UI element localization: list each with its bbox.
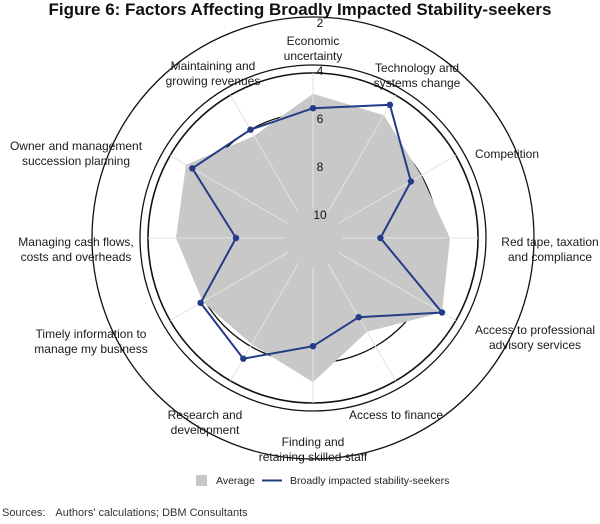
category-label-line: Competition [475, 147, 539, 161]
tick-label: 6 [317, 112, 324, 126]
category-label-line: uncertainty [284, 49, 343, 63]
legend-average-swatch [196, 475, 207, 486]
category-label: Research and development [168, 408, 243, 437]
category-label: Technology and systems change [374, 61, 461, 90]
series-marker [386, 101, 394, 109]
category-label-line: Maintaining and [171, 59, 256, 73]
category-label-line: Finding and [282, 435, 345, 449]
category-label-line: Research and [168, 408, 243, 422]
category-label: Access to professional advisory services [475, 323, 595, 352]
average-area-layer [176, 93, 450, 383]
series-marker [377, 234, 384, 242]
sources-note: Sources: Authors' calculations; DBM Consu… [2, 507, 248, 519]
series-marker [438, 309, 446, 316]
category-label: Access to finance [349, 408, 443, 422]
chart-title: Figure 6: Factors Affecting Broadly Impa… [48, 0, 552, 19]
tick-label: 4 [317, 64, 324, 78]
category-label-line: growing revenues [166, 74, 261, 88]
category-label-line: costs and overheads [21, 250, 132, 264]
category-label-line: Managing cash flows, [18, 235, 133, 249]
category-labels: Economic uncertainty Technology and systems… [10, 34, 599, 464]
category-label-line: Owner and management [10, 139, 143, 153]
legend-average-label: Average [216, 475, 255, 487]
grid-spoke [169, 252, 289, 321]
category-label: Timely information to manage my business [34, 327, 147, 356]
series-marker [309, 343, 317, 350]
category-label: Owner and management succession planning [10, 139, 143, 168]
grid-ring [139, 64, 487, 412]
category-label: Maintaining and growing revenues [166, 59, 261, 88]
category-label-line: and compliance [508, 250, 592, 264]
category-label-line: succession planning [22, 154, 130, 168]
series-marker [355, 314, 362, 321]
grid-spoke [230, 94, 299, 214]
series-marker [232, 234, 240, 242]
grid-spoke [327, 94, 396, 214]
category-label-line: Timely information to [36, 327, 147, 341]
tick-label: 10 [313, 208, 327, 222]
category-label-line: Red tape, taxation [501, 235, 598, 249]
category-label: Economic uncertainty [284, 34, 343, 63]
category-label-line: Economic [287, 34, 340, 48]
series-marker [309, 105, 317, 112]
series-average-area [176, 93, 450, 383]
sources-label: Sources: [2, 507, 46, 519]
tick-label: 2 [317, 16, 324, 30]
sources-text: Authors' calculations; DBM Consultants [55, 507, 248, 519]
legend-series-label: Broadly impacted stability-seekers [290, 475, 449, 487]
radial-tick-labels: 0246810 [313, 16, 327, 222]
category-label-line: development [171, 423, 240, 437]
series-marker [407, 178, 415, 185]
tick-label: 8 [317, 160, 324, 174]
category-label-line: retaining skilled staff [259, 450, 368, 464]
category-label-line: Access to finance [349, 408, 443, 422]
grid-spoke [337, 252, 457, 321]
category-label-line: advisory services [489, 338, 581, 352]
grid-spoke [337, 155, 457, 224]
grid-ring [91, 16, 535, 460]
grid-spoke [327, 262, 396, 382]
category-label-line: manage my business [34, 342, 147, 356]
series-marker [240, 355, 247, 362]
category-label: Managing cash flows, costs and overheads [18, 235, 133, 264]
category-label-line: Technology and [375, 61, 459, 75]
category-label: Red tape, taxation and compliance [501, 235, 598, 264]
series-marker [197, 299, 204, 307]
category-label-line: Access to professional [475, 323, 595, 337]
series-marker [189, 165, 196, 172]
category-label: Finding and retaining skilled staff [259, 435, 368, 464]
category-label: Competition [475, 147, 539, 161]
radar-spokes [148, 73, 478, 403]
category-label-line: systems change [374, 76, 461, 90]
legend: Average Broadly impacted stability-seeker… [196, 475, 449, 487]
series-line-layer [189, 101, 446, 362]
series-marker [247, 126, 254, 133]
